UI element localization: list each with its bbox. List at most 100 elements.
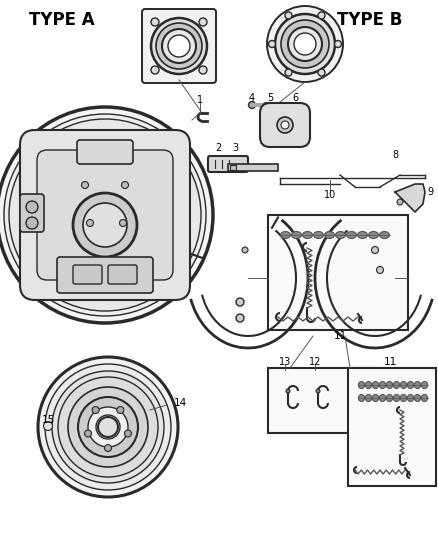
Ellipse shape (357, 231, 367, 238)
Circle shape (318, 69, 325, 76)
Circle shape (151, 66, 159, 74)
Ellipse shape (414, 394, 420, 401)
Circle shape (83, 203, 127, 247)
Circle shape (52, 371, 164, 483)
Circle shape (288, 27, 322, 61)
Circle shape (277, 117, 293, 133)
Circle shape (151, 18, 207, 74)
Circle shape (318, 12, 325, 19)
Text: 2: 2 (215, 143, 221, 153)
Ellipse shape (314, 231, 323, 238)
FancyBboxPatch shape (20, 194, 44, 232)
Circle shape (268, 41, 276, 47)
Circle shape (58, 377, 158, 477)
Ellipse shape (358, 394, 365, 401)
Ellipse shape (292, 231, 301, 238)
Text: 4: 4 (249, 93, 255, 103)
Bar (230, 165, 236, 170)
FancyBboxPatch shape (20, 130, 190, 300)
Text: 11: 11 (333, 331, 346, 341)
Circle shape (96, 415, 120, 439)
Ellipse shape (281, 231, 290, 238)
Circle shape (38, 357, 178, 497)
FancyBboxPatch shape (37, 150, 173, 280)
Bar (268, 215, 408, 330)
Circle shape (335, 41, 342, 47)
Text: 10: 10 (324, 190, 336, 200)
Circle shape (45, 364, 171, 490)
Circle shape (316, 389, 320, 393)
Circle shape (4, 114, 206, 316)
Text: TYPE A: TYPE A (29, 11, 95, 29)
Circle shape (242, 247, 248, 253)
Ellipse shape (386, 382, 392, 389)
Ellipse shape (421, 382, 427, 389)
Text: 3: 3 (232, 143, 238, 153)
Circle shape (267, 6, 343, 82)
Text: TYPE B: TYPE B (337, 11, 403, 29)
Ellipse shape (336, 231, 346, 238)
Circle shape (397, 199, 403, 205)
Ellipse shape (414, 382, 420, 389)
Circle shape (281, 121, 289, 129)
Circle shape (264, 102, 268, 108)
Circle shape (88, 407, 128, 447)
Circle shape (81, 182, 88, 189)
Circle shape (124, 430, 131, 437)
FancyBboxPatch shape (108, 265, 137, 284)
Ellipse shape (393, 394, 399, 401)
FancyBboxPatch shape (57, 257, 153, 293)
Circle shape (85, 430, 92, 437)
Circle shape (162, 29, 196, 63)
Ellipse shape (407, 382, 413, 389)
Ellipse shape (358, 382, 365, 389)
Circle shape (78, 397, 138, 457)
Circle shape (26, 217, 38, 229)
Circle shape (248, 101, 255, 109)
Bar (228, 164, 278, 171)
Polygon shape (395, 184, 425, 212)
Text: 13: 13 (279, 357, 291, 367)
Text: 12: 12 (309, 357, 321, 367)
Circle shape (92, 407, 99, 414)
Circle shape (168, 35, 190, 57)
Circle shape (156, 23, 202, 69)
Circle shape (199, 66, 207, 74)
Ellipse shape (365, 394, 372, 401)
Circle shape (26, 201, 38, 213)
FancyBboxPatch shape (260, 103, 310, 147)
Circle shape (285, 69, 292, 76)
Circle shape (286, 389, 290, 393)
Circle shape (199, 18, 207, 26)
Circle shape (236, 298, 244, 306)
Text: 5: 5 (267, 93, 273, 103)
Circle shape (121, 182, 128, 189)
Ellipse shape (400, 382, 406, 389)
Text: 11: 11 (383, 357, 397, 367)
Ellipse shape (325, 231, 335, 238)
FancyBboxPatch shape (208, 156, 248, 172)
Ellipse shape (407, 394, 413, 401)
Circle shape (377, 266, 384, 273)
Ellipse shape (380, 231, 389, 238)
Ellipse shape (379, 382, 385, 389)
Ellipse shape (393, 382, 399, 389)
Text: 14: 14 (173, 398, 187, 408)
Text: 6: 6 (292, 93, 298, 103)
Circle shape (120, 220, 127, 227)
Ellipse shape (400, 394, 406, 401)
FancyBboxPatch shape (142, 9, 216, 83)
Circle shape (105, 445, 112, 451)
Circle shape (117, 407, 124, 414)
Circle shape (151, 18, 159, 26)
Circle shape (86, 220, 93, 227)
Ellipse shape (386, 394, 392, 401)
Ellipse shape (303, 231, 312, 238)
Circle shape (285, 12, 292, 19)
Circle shape (68, 387, 148, 467)
Text: 9: 9 (427, 187, 433, 197)
FancyBboxPatch shape (77, 140, 133, 164)
Ellipse shape (346, 231, 357, 238)
Circle shape (98, 417, 118, 437)
Circle shape (275, 14, 335, 74)
